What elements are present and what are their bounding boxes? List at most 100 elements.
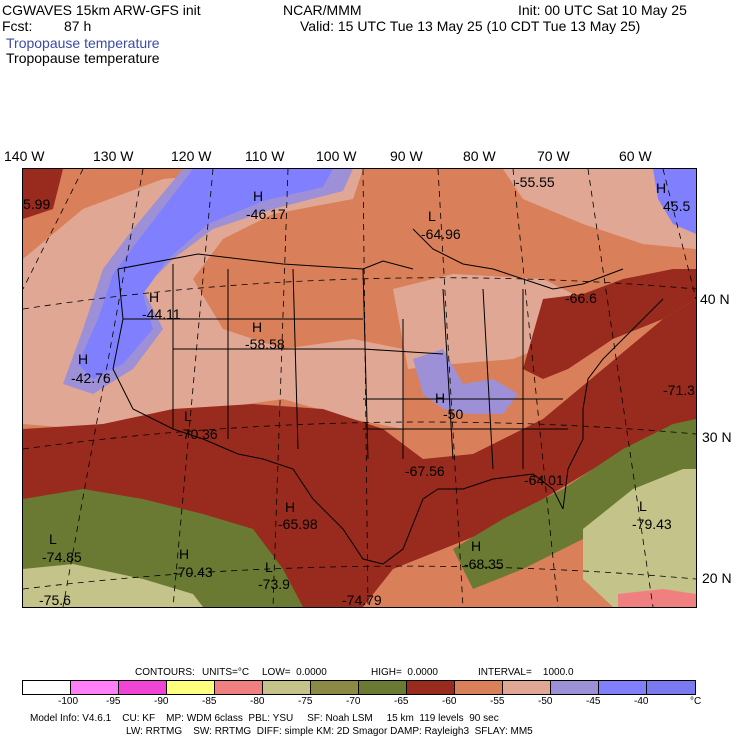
colorbar-label: -65 <box>394 696 409 707</box>
lat-label: 40 N <box>700 291 730 307</box>
colorbar-label: -50 <box>538 696 553 707</box>
colorbar-swatch <box>503 681 551 694</box>
contours-interval: INTERVAL= 1000.0 <box>478 667 574 678</box>
model-info-line1: Model Info: V4.6.1 CU: KF MP: WDM 6class… <box>30 713 499 724</box>
model-title: CGWAVES 15km ARW-GFS init <box>2 2 201 18</box>
center-value: -55.55 <box>515 174 555 190</box>
center-value: 5.99 <box>23 196 50 212</box>
colorbar-label: -55 <box>490 696 505 707</box>
center-value: -71.3 <box>663 382 695 398</box>
colorbar-label: -90 <box>154 696 169 707</box>
map-canvas: H -46.17 -55.55 L -64.96 H -44.11 H -58.… <box>23 169 696 607</box>
band-minus70 <box>23 564 203 607</box>
band-minus50 <box>413 349 518 414</box>
colorbar-label: -95 <box>106 696 121 707</box>
forecast-hours: 87 h <box>64 18 92 34</box>
centers: H -46.17 -55.55 L -64.96 H -44.11 H -58.… <box>23 174 695 607</box>
org-label: NCAR/MMM <box>283 2 362 18</box>
boundaries <box>112 228 664 565</box>
center-value: -58.58 <box>245 336 285 352</box>
band-minus60 <box>23 169 63 219</box>
band-minus55 <box>503 169 696 249</box>
center-value: -68.35 <box>464 556 504 572</box>
center-value: -70.36 <box>178 426 218 442</box>
center-marker: H <box>435 390 445 406</box>
colorbar-swatch <box>263 681 311 694</box>
colorbar-swatch <box>455 681 503 694</box>
center-marker: H <box>149 289 159 305</box>
lon-label: 120 W <box>171 148 212 164</box>
colorbar-swatch <box>311 681 359 694</box>
center-value: -79.43 <box>632 516 672 532</box>
lon-label: 60 W <box>619 148 652 164</box>
band-minus60 <box>523 269 696 379</box>
center-marker: H <box>78 351 88 367</box>
center-marker: L <box>49 531 57 547</box>
center-value: -64.01 <box>524 472 564 488</box>
lon-label: 100 W <box>316 148 357 164</box>
model-info-line2: LW: RRTMG SW: RRTMG DIFF: simple KM: 2D … <box>126 726 533 737</box>
colorbar-label: -70 <box>346 696 361 707</box>
colorbar-label: -75 <box>298 696 313 707</box>
colorbar-label: -85 <box>202 696 217 707</box>
center-marker: H <box>285 499 295 515</box>
colorbar <box>22 680 696 695</box>
band-minus70 <box>583 469 696 607</box>
contours-high: HIGH= 0.0000 <box>371 667 438 678</box>
colorbar-swatch <box>71 681 119 694</box>
band-minus45 <box>78 169 333 379</box>
colorbar-label: -80 <box>250 696 265 707</box>
center-value: 45.5 <box>663 198 690 214</box>
center-value: -46.17 <box>246 206 286 222</box>
center-marker: H <box>179 546 189 562</box>
valid-time: Valid: 15 UTC Tue 13 May 25 (10 CDT Tue … <box>300 18 641 34</box>
colorbar-swatch <box>551 681 599 694</box>
center-value: -74.85 <box>42 549 82 565</box>
contours-label: CONTOURS: <box>135 667 195 678</box>
band-minus75 <box>618 589 696 607</box>
center-value: -73.9 <box>258 576 290 592</box>
colorbar-swatch <box>215 681 263 694</box>
colorbar-units: °C <box>690 696 702 707</box>
lon-label: 90 W <box>390 148 423 164</box>
colorbar-label: -40 <box>634 696 649 707</box>
center-value: -66.6 <box>565 290 597 306</box>
lon-label: 140 W <box>4 148 45 164</box>
lat-label: 20 N <box>702 570 732 586</box>
tropopause-temperature-map: H -46.17 -55.55 L -64.96 H -44.11 H -58.… <box>22 168 697 608</box>
band-minus65 <box>453 419 696 589</box>
center-value: -74.79 <box>342 592 382 607</box>
center-value: -70.43 <box>173 564 213 580</box>
init-time: Init: 00 UTC Sat 10 May 25 <box>518 2 687 18</box>
colorbar-swatch <box>23 681 71 694</box>
center-marker: H <box>252 319 262 335</box>
center-marker: L <box>639 498 647 514</box>
center-marker: H <box>471 538 481 554</box>
contours-units: UNITS=°C <box>202 667 250 678</box>
band-minus45 <box>653 169 696 234</box>
center-marker: H <box>656 180 666 196</box>
center-value: -67.56 <box>405 463 445 479</box>
center-value: -64.96 <box>421 226 461 242</box>
colorbar-swatch <box>647 681 695 694</box>
colorbar-swatch <box>359 681 407 694</box>
center-value: -65.98 <box>278 516 318 532</box>
center-marker: L <box>265 559 273 575</box>
field-subtitle: Tropopause temperature <box>6 50 160 66</box>
colorbar-swatch <box>167 681 215 694</box>
center-value: -75.6 <box>39 592 71 607</box>
center-marker: L <box>184 408 192 424</box>
colorbar-label: -60 <box>442 696 457 707</box>
field-title: Tropopause temperature <box>6 35 160 51</box>
center-value: -44.11 <box>142 306 181 322</box>
graticule <box>23 169 696 607</box>
center-marker: H <box>253 188 263 204</box>
colorbar-swatch <box>119 681 167 694</box>
center-value: -42.76 <box>71 370 111 386</box>
lon-label: 70 W <box>537 148 570 164</box>
colorbar-label: -45 <box>586 696 601 707</box>
lon-label: 130 W <box>93 148 134 164</box>
center-marker: L <box>428 208 436 224</box>
lon-label: 110 W <box>245 148 285 164</box>
contours-low: LOW= 0.0000 <box>262 667 327 678</box>
